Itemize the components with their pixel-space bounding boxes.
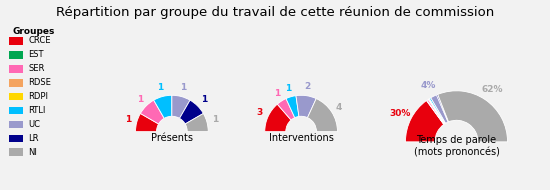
Wedge shape [405, 101, 444, 142]
Wedge shape [429, 99, 445, 124]
Text: 30%: 30% [389, 108, 411, 117]
Text: 1: 1 [273, 89, 280, 98]
Wedge shape [153, 95, 172, 118]
Text: 1: 1 [125, 116, 131, 124]
Wedge shape [172, 95, 190, 118]
Bar [9, 135, 23, 142]
Bar [9, 37, 23, 45]
Text: 2: 2 [305, 82, 311, 91]
Wedge shape [185, 113, 208, 132]
Text: CRCE: CRCE [28, 36, 51, 45]
Bar [9, 51, 23, 59]
Text: Interventions: Interventions [269, 133, 333, 142]
Wedge shape [428, 99, 445, 124]
Text: RDPI: RDPI [28, 92, 48, 101]
Wedge shape [437, 94, 449, 122]
Text: LR: LR [28, 134, 38, 143]
Text: 1: 1 [157, 83, 163, 93]
Text: RDSE: RDSE [28, 78, 51, 87]
Text: SER: SER [28, 64, 45, 73]
Text: EST: EST [28, 50, 43, 59]
Wedge shape [277, 99, 295, 120]
Text: UC: UC [28, 120, 40, 129]
Text: 3: 3 [257, 108, 263, 117]
Wedge shape [286, 96, 299, 118]
Text: Temps de parole
(mots prononcés): Temps de parole (mots prononcés) [414, 135, 499, 157]
Text: Répartition par groupe du travail de cette réunion de commission: Répartition par groupe du travail de cet… [56, 6, 494, 19]
Bar [9, 79, 23, 86]
Text: RTLI: RTLI [28, 106, 46, 115]
Text: 1: 1 [137, 95, 143, 104]
Wedge shape [140, 100, 164, 124]
Text: 4: 4 [336, 103, 342, 112]
Text: 1: 1 [285, 84, 292, 93]
Wedge shape [438, 91, 508, 142]
Wedge shape [265, 104, 291, 132]
Bar [9, 107, 23, 114]
Bar [9, 65, 23, 73]
Bar [9, 93, 23, 101]
Text: NI: NI [28, 147, 37, 157]
Wedge shape [179, 100, 204, 124]
Text: Présents: Présents [151, 133, 193, 142]
Wedge shape [135, 113, 158, 132]
Wedge shape [426, 100, 444, 124]
Bar [9, 148, 23, 156]
Text: Groupes: Groupes [13, 27, 56, 36]
Wedge shape [427, 99, 444, 124]
Wedge shape [430, 98, 446, 124]
Wedge shape [296, 95, 316, 118]
Text: 1: 1 [212, 116, 219, 124]
Text: 1: 1 [201, 95, 207, 104]
Text: 1: 1 [180, 83, 186, 93]
Wedge shape [431, 95, 448, 123]
Bar [9, 121, 23, 128]
Text: 4%: 4% [420, 81, 436, 89]
Wedge shape [307, 99, 338, 132]
Text: 62%: 62% [481, 85, 503, 94]
